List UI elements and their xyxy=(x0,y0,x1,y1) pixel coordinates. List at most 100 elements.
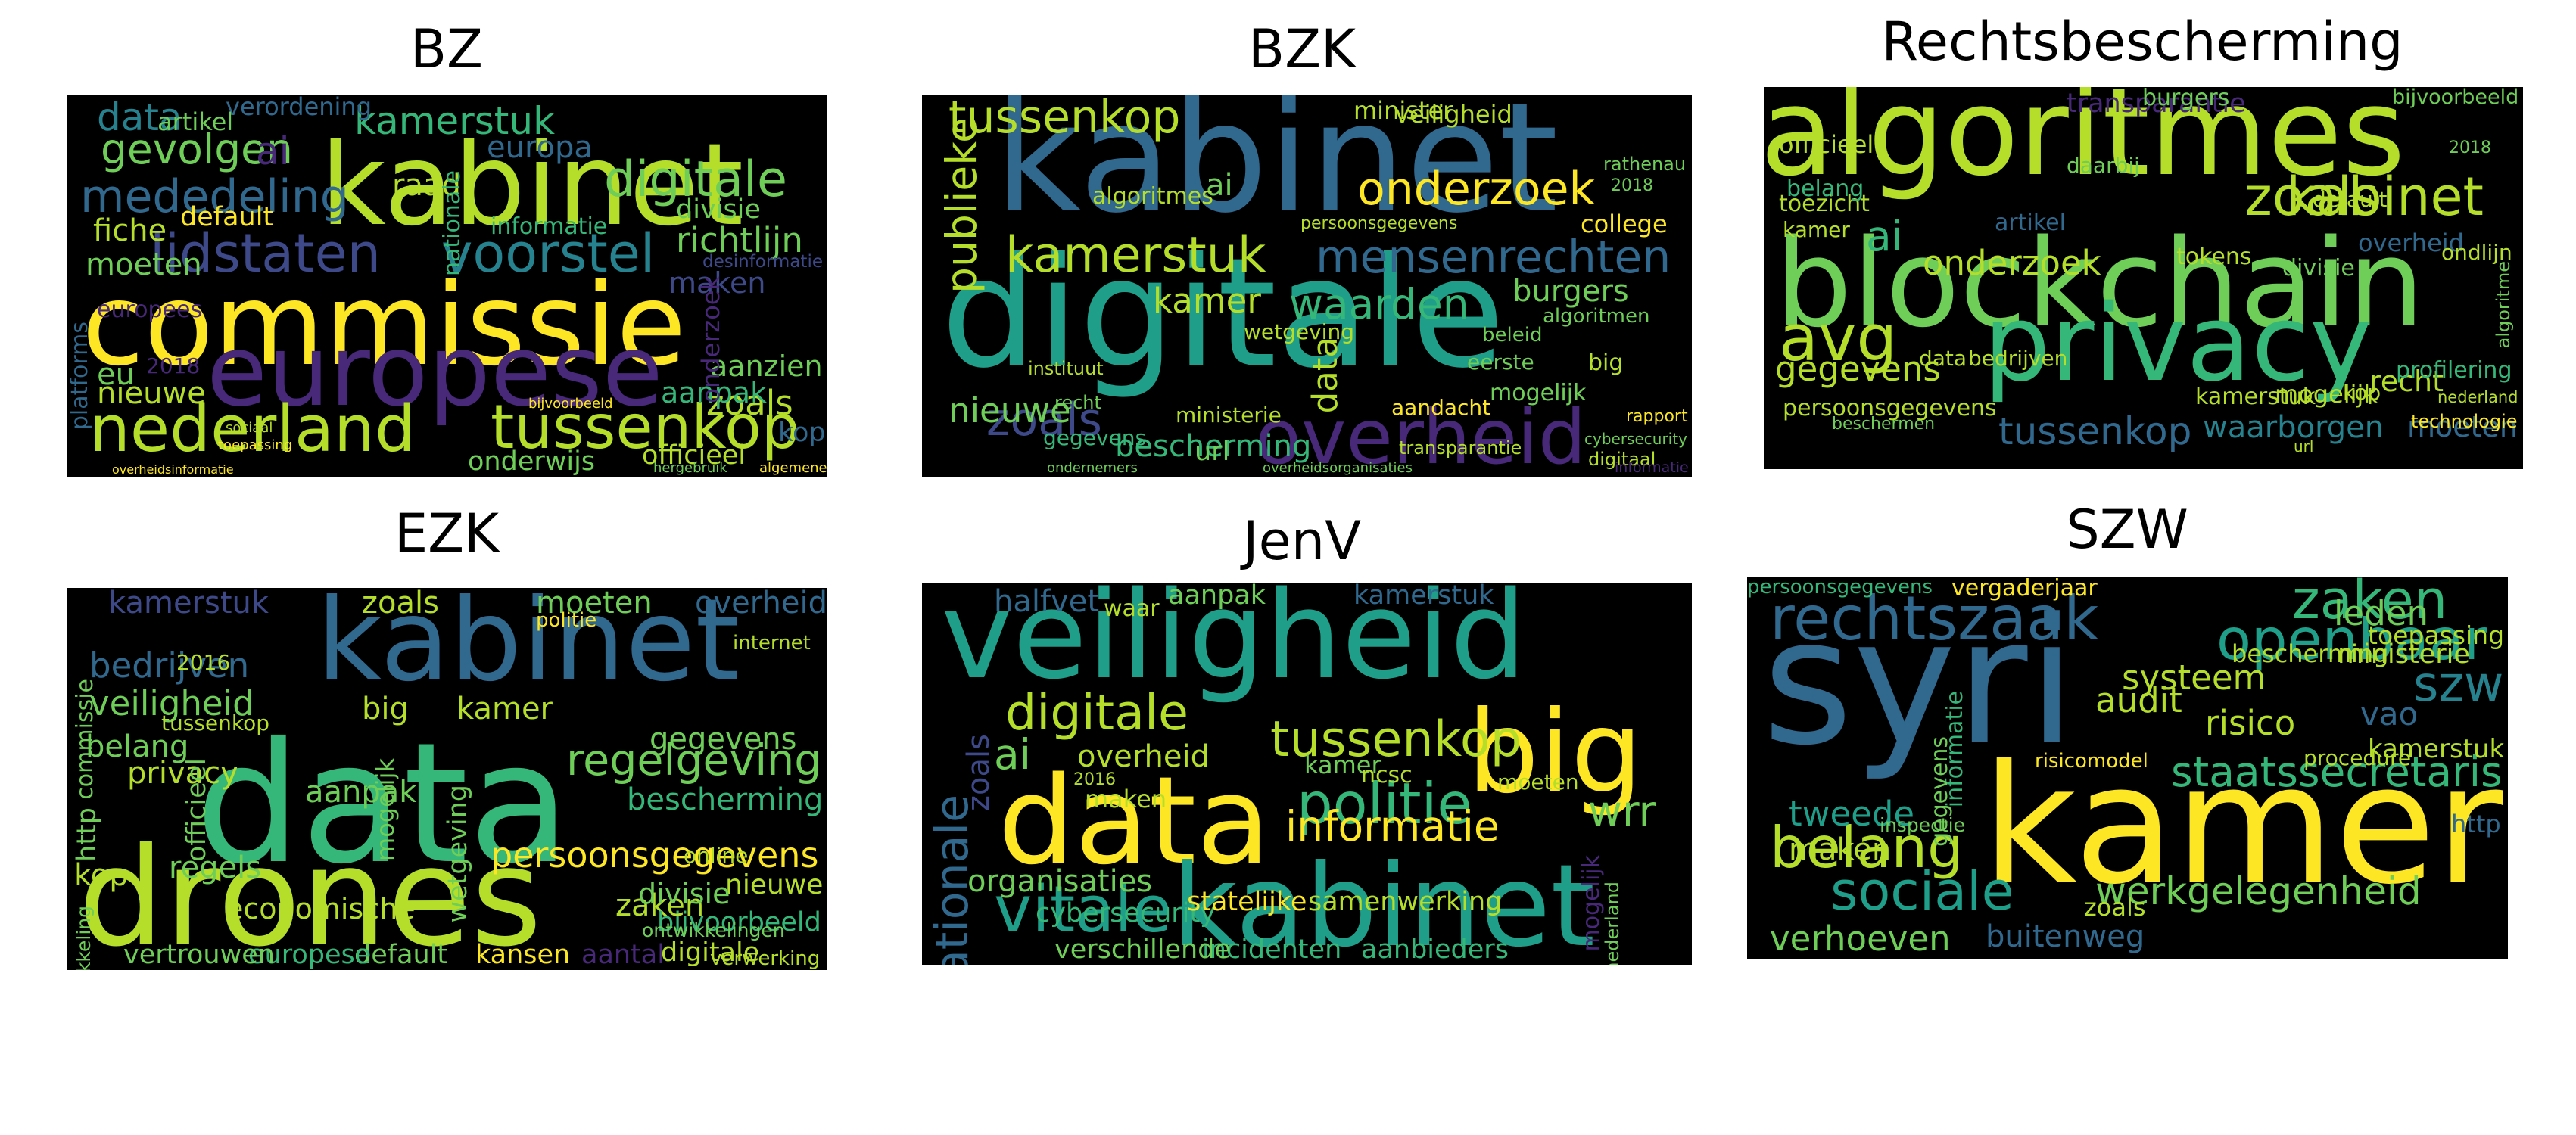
word-digitale: digitale xyxy=(1005,685,1189,742)
word-economische: economische xyxy=(226,892,416,925)
word-overheid: overheid xyxy=(1077,739,1210,774)
word-verordening: verordening xyxy=(226,95,372,121)
word-beschermen: beschermen xyxy=(1832,415,1936,434)
word-privacy: privacy xyxy=(127,756,238,791)
word-kansen: kansen xyxy=(475,940,571,970)
word-verhoeven: verhoeven xyxy=(1770,919,1951,959)
word-regels: regels xyxy=(169,850,262,885)
word-toepassing: toepassing xyxy=(2368,620,2505,650)
word-informatie: informatie xyxy=(1285,802,1500,850)
word-aanbieders: aanbieders xyxy=(1361,934,1509,965)
word-aanpak: aanpak xyxy=(661,376,768,409)
word-http: http xyxy=(2451,810,2501,838)
word-rathenau: rathenau xyxy=(1603,154,1687,175)
word-gegevens: gegevens xyxy=(649,722,797,757)
word-kamerstuk: kamerstuk xyxy=(2368,734,2505,764)
word-algoritmes: algoritmes xyxy=(1092,183,1213,210)
word-waarborgen: waarborgen xyxy=(2203,410,2384,445)
panel-title: JenV xyxy=(1243,510,1361,572)
word-bijvoorbeeld: bijvoorbeeld xyxy=(657,907,821,938)
word-overheid: overheid xyxy=(1255,393,1587,477)
word-risicomodel: risicomodel xyxy=(2035,750,2148,773)
word-data: data xyxy=(998,750,1271,891)
word-politie: politie xyxy=(1297,770,1472,837)
word-nieuwe: nieuwe xyxy=(97,376,206,411)
word-data: data xyxy=(195,707,571,900)
word-kop: kop xyxy=(74,858,129,893)
word-nieuwe: nieuwe xyxy=(948,390,1071,431)
word-gevolgen: gevolgen xyxy=(101,125,293,173)
word-incidenten: incidenten xyxy=(1202,934,1342,965)
word-url: url xyxy=(1195,437,1230,467)
word-ncsc: ncsc xyxy=(1361,762,1413,788)
word-avg: avg xyxy=(1779,301,1898,376)
word-veiligheid: veiligheid xyxy=(1395,100,1512,129)
word-vao: vao xyxy=(2360,695,2419,732)
word-2016: 2016 xyxy=(1073,770,1116,789)
word-data: data xyxy=(1305,337,1345,414)
word-fiche: fiche xyxy=(93,213,167,248)
word-belang: belang xyxy=(1770,814,1964,881)
word-politie: politie xyxy=(536,609,597,632)
word-lidstaten: lidstaten xyxy=(150,222,382,285)
word-samenwerking: samenwerking xyxy=(1308,887,1503,917)
word-big: big xyxy=(1588,350,1624,376)
word-mogelijk: mogelijk xyxy=(1578,855,1605,952)
word-recht: recht xyxy=(2369,365,2444,398)
word-audit: audit xyxy=(2095,680,2182,720)
wordcloud-panel-rechtsbescherming: Rechtsbescherming algoritmes blockchain pr… xyxy=(1756,15,2528,477)
wordcloud-panel-bz: BZ commissie kabinet europese nederland tuss… xyxy=(61,23,833,484)
word-kabinet: kabinet xyxy=(1172,841,1596,965)
word-url: url xyxy=(2294,437,2314,456)
panel-title: EZK xyxy=(394,502,500,564)
word-bedrijven: bedrijven xyxy=(89,645,250,686)
word-waar: waar xyxy=(1104,595,1160,622)
word-kop: kop xyxy=(2343,380,2381,405)
word-vertrouwen: vertrouwen xyxy=(123,940,275,970)
word-http: http xyxy=(72,807,102,862)
word-digitale: digitale xyxy=(661,938,760,968)
word-officieel: officieel xyxy=(182,758,212,863)
word-europa: europa xyxy=(487,130,593,165)
word-kamerstuk: kamerstuk xyxy=(108,588,269,620)
word-digitale: digitale xyxy=(941,225,1505,402)
word-overheidsorganisaties: overheidsorganisaties xyxy=(1263,460,1413,476)
word-ai: ai xyxy=(256,129,290,173)
word-tweede: tweede xyxy=(1789,794,1915,834)
word-persoonsgegevens: persoonsgegevens xyxy=(1747,577,1933,599)
word-bedrijven: bedrijven xyxy=(1968,346,2068,371)
word-zaken: zaken xyxy=(2292,577,2448,631)
word-tussenkop: tussenkop xyxy=(1270,711,1522,768)
word-rechtszaak: rechtszaak xyxy=(1770,583,2099,654)
panel-title: Rechtsbescherming xyxy=(1881,11,2403,73)
word-aanzien: aanzien xyxy=(710,350,823,383)
word-persoonsgegevens: persoonsgegevens xyxy=(1783,395,1997,421)
word-regelgeving: regelgeving xyxy=(566,735,822,785)
word-nederland: nederland xyxy=(1602,882,1623,965)
wordcloud-image: veiligheid data kabinet big digitale politie t… xyxy=(922,583,1692,965)
word-default: default xyxy=(2313,187,2388,212)
word-publieke: publieke xyxy=(937,117,986,294)
word-buitenweg: buitenweg xyxy=(1986,919,2145,954)
word-overheid: overheid xyxy=(2358,229,2464,257)
word-burgers: burgers xyxy=(2142,87,2230,111)
word-systeem: systeem xyxy=(2122,658,2266,698)
word-eerste: eerste xyxy=(1467,350,1534,375)
word-kamer: kamer xyxy=(1153,281,1261,321)
word-desinformatie: desinformatie xyxy=(702,252,823,272)
word-kamerstuk: kamerstuk xyxy=(1353,583,1494,611)
word-mededeling: mededeling xyxy=(80,170,349,223)
wordcloud-panel-bzk: BZK kabinet digitale overheid kamerstuk mens… xyxy=(916,23,1692,484)
word-2018: 2018 xyxy=(146,353,201,378)
word-instituut: instituut xyxy=(1028,358,1104,379)
word-platforms: platforms xyxy=(67,322,93,431)
word-moeten: moeten xyxy=(536,588,653,620)
word-tussenkop: tussenkop xyxy=(948,95,1181,144)
word-privacy: privacy xyxy=(1983,282,2372,406)
word-mogelijk: mogelijk xyxy=(371,758,400,861)
word-zoals: zoals xyxy=(362,588,439,620)
word-ai: ai xyxy=(1866,212,1903,260)
word-kamer: kamer xyxy=(456,692,553,726)
word-kamerstuk: kamerstuk xyxy=(354,99,556,143)
word-belang: belang xyxy=(1786,176,1864,202)
